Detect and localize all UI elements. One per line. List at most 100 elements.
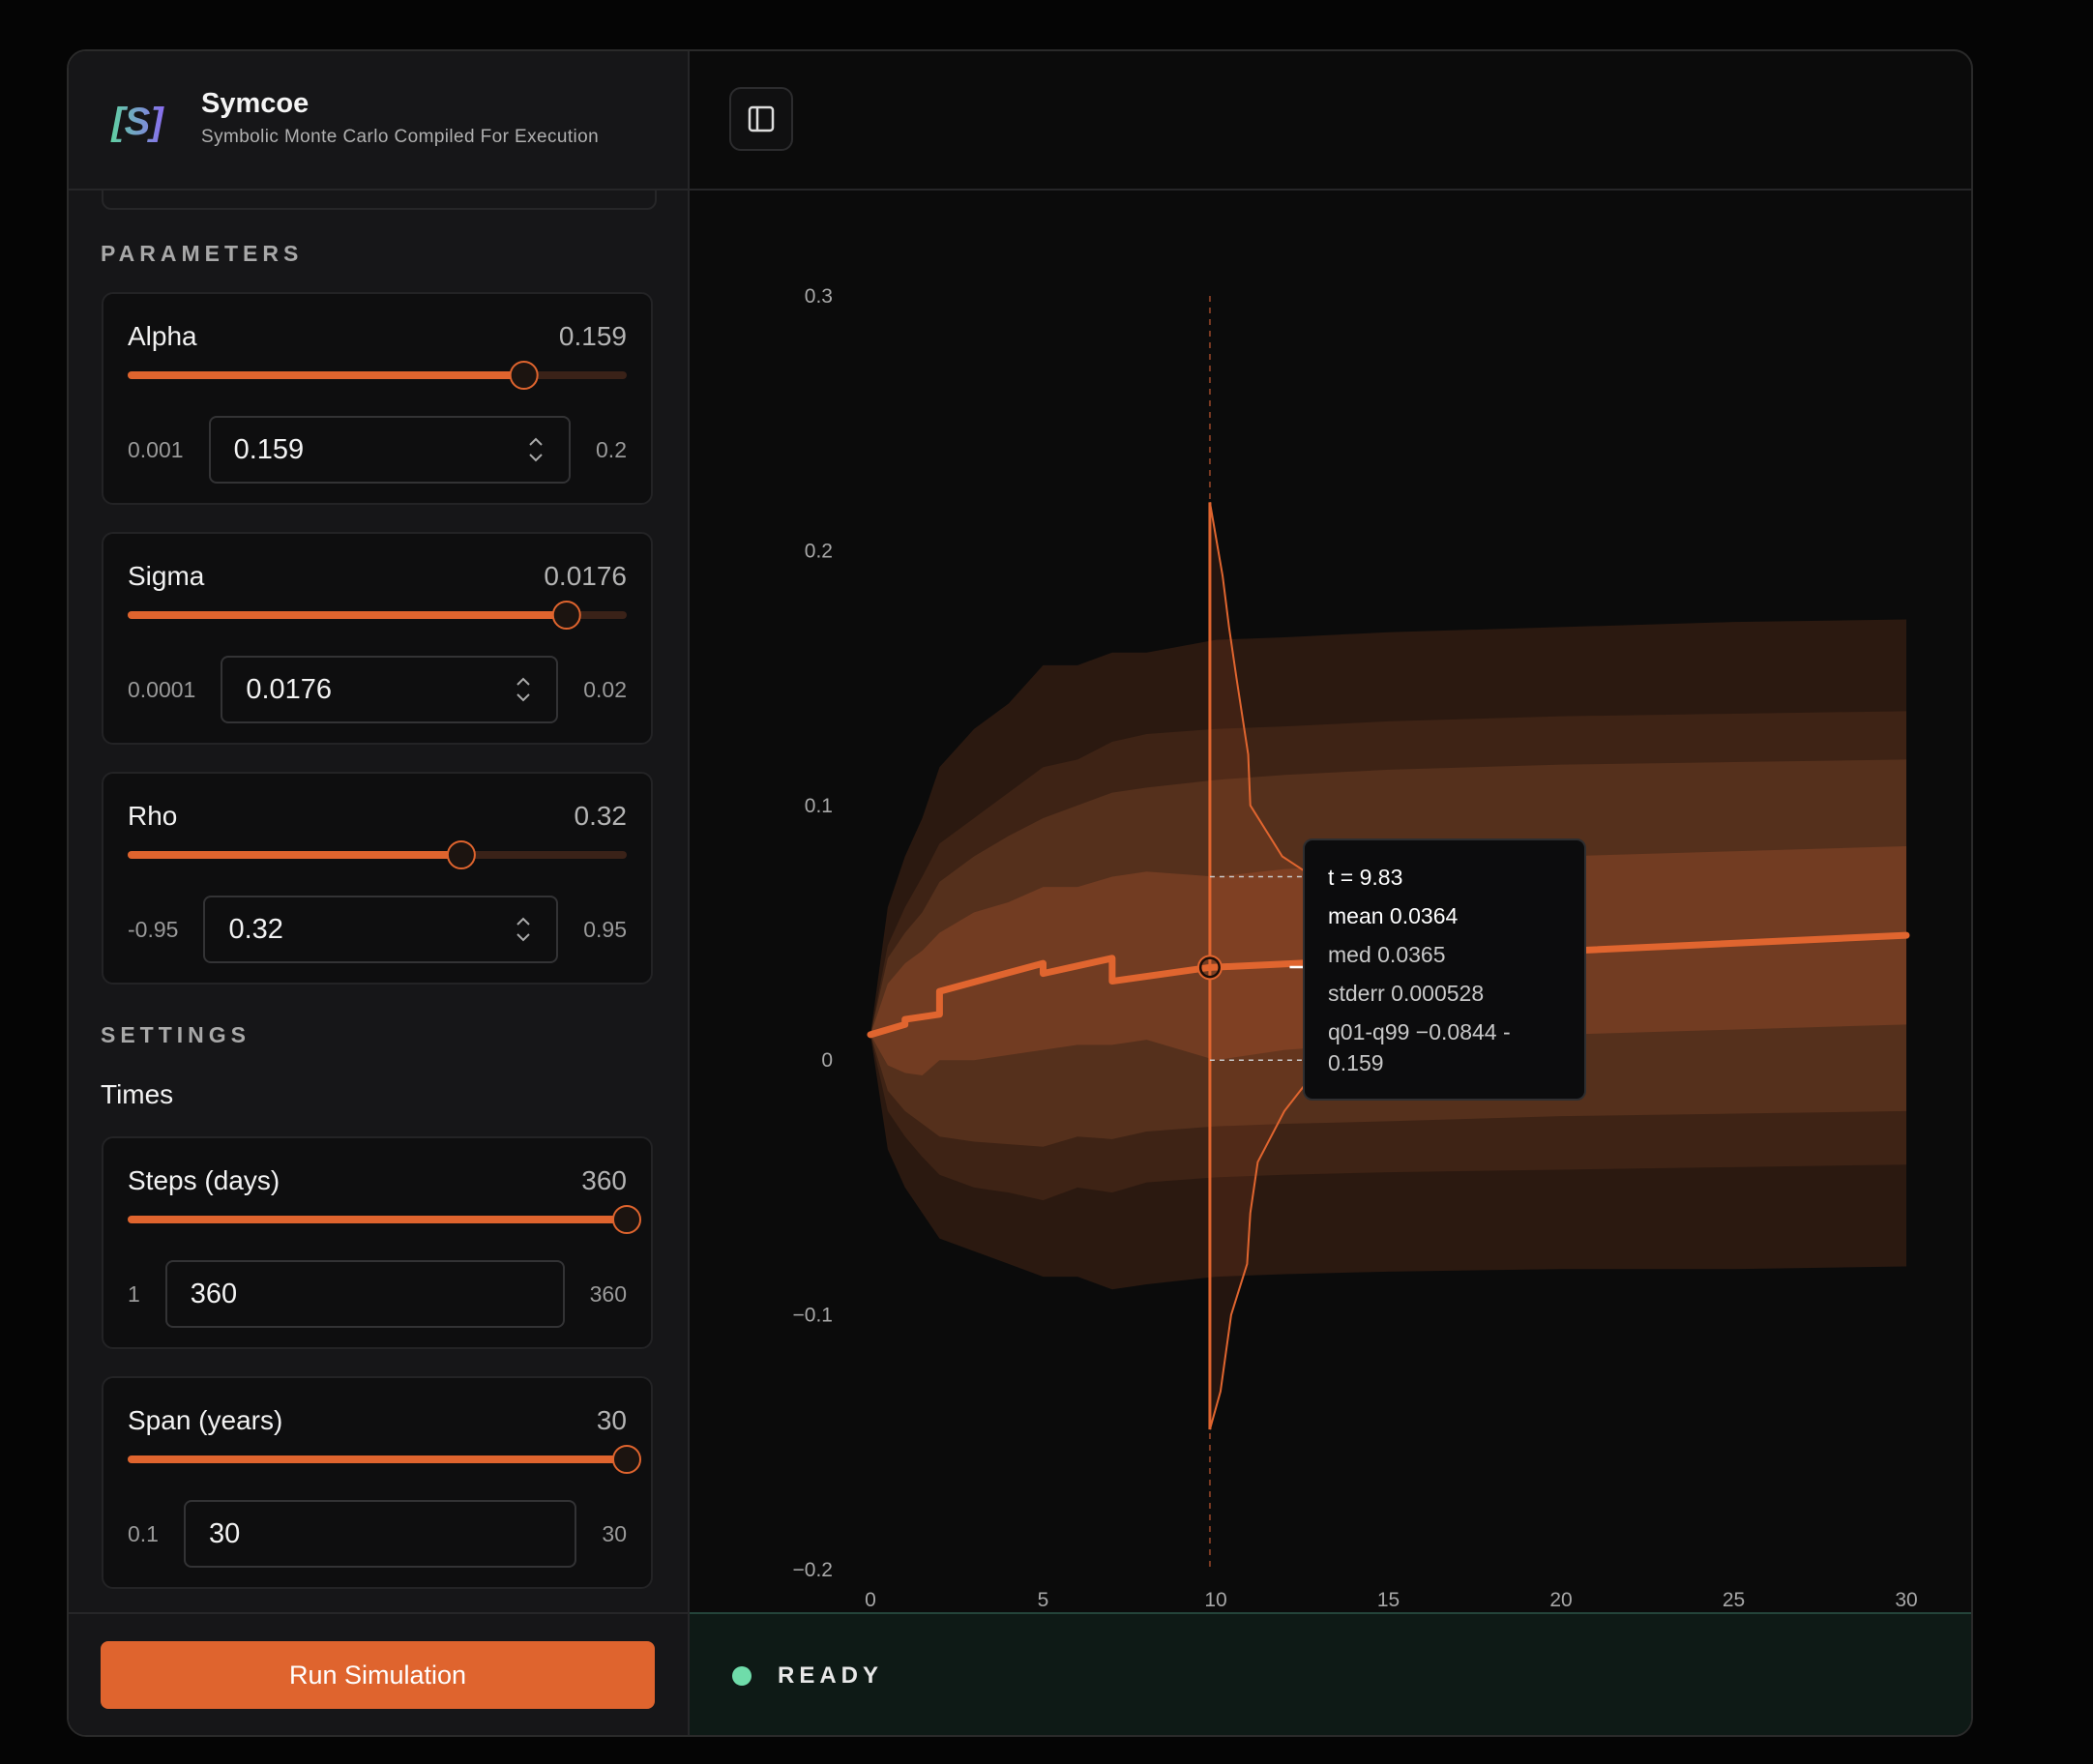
control-card: Rho 0.32 -0.95 0.32 0.95 <box>102 772 653 985</box>
max-label: 0.02 <box>583 676 627 702</box>
y-tick-label: 0.1 <box>805 795 833 817</box>
cursor-point-ring <box>1196 955 1223 981</box>
y-tick-label: −0.1 <box>793 1305 833 1327</box>
status-bar: READY <box>690 1612 1971 1735</box>
control-card: Alpha 0.159 0.001 0.159 0.2 <box>102 292 653 505</box>
cursor-point <box>1198 956 1222 979</box>
mean-line <box>867 931 1910 1039</box>
input-value: 0.159 <box>233 433 305 465</box>
x-tick-label: 15 <box>1377 1589 1400 1611</box>
x-tick-label: 25 <box>1723 1589 1745 1611</box>
control-value: 0.0176 <box>544 561 627 591</box>
toggle-icon <box>748 105 775 132</box>
slider <box>128 840 627 869</box>
tooltip-line: mean 0.0364 <box>1328 903 1459 928</box>
section-heading: PARAMETERS <box>101 241 304 266</box>
number-input[interactable]: 0.32 <box>203 896 559 963</box>
slider-thumb[interactable] <box>612 1445 641 1474</box>
spinner <box>529 437 543 462</box>
slider-fill <box>128 851 461 859</box>
x-tick-label: 10 <box>1204 1589 1226 1611</box>
app-window: [S] Symcoe Symbolic Monte Carlo Compiled… <box>67 49 1973 1737</box>
run-button[interactable]: Run Simulation <box>101 1641 655 1709</box>
spinner-arrows <box>516 677 530 702</box>
slider-fill <box>128 371 524 379</box>
control-value: 0.159 <box>558 321 627 351</box>
slider-fill <box>128 1216 627 1223</box>
input-value: 0.0176 <box>246 673 333 705</box>
min-label: 0.0001 <box>128 676 196 702</box>
number-input[interactable]: 0.0176 <box>221 656 559 723</box>
tooltip-line: q01-q99 −0.0844 - 0.159 <box>1328 1019 1511 1075</box>
tooltip-line: med 0.0365 <box>1328 942 1446 967</box>
slider <box>128 1205 641 1234</box>
x-tick-label: 0 <box>865 1589 876 1611</box>
y-tick-label: 0.2 <box>805 540 833 562</box>
slider-thumb[interactable] <box>446 840 476 869</box>
spinner <box>516 917 530 942</box>
min-label: -0.95 <box>128 916 179 942</box>
slider-fill <box>128 611 567 619</box>
slider <box>128 361 627 390</box>
max-label: 0.95 <box>583 916 627 942</box>
x-tick-label: 20 <box>1549 1589 1572 1611</box>
input-value: 30 <box>208 1517 241 1549</box>
input-row: 0.0001 0.0176 0.02 <box>128 655 627 724</box>
tooltip-line: t = 9.83 <box>1328 865 1403 890</box>
control-label: Span (years) <box>128 1405 283 1435</box>
slider <box>128 1445 641 1474</box>
spinner-arrows <box>516 917 530 942</box>
control-card: Span (years) 30 0.1 30 30 <box>102 1376 653 1589</box>
slider-thumb[interactable] <box>612 1205 641 1234</box>
min-label: 0.1 <box>128 1520 159 1546</box>
control-label: Rho <box>128 801 178 831</box>
logo: [S] <box>109 101 164 142</box>
input-row: 0.1 30 30 <box>128 1499 627 1569</box>
chart-header <box>690 51 1971 191</box>
sidebar-footer: Run Simulation <box>69 1612 688 1735</box>
slider-thumb[interactable] <box>551 601 581 630</box>
number-input[interactable]: 0.159 <box>208 416 572 484</box>
y-tick-label: −0.2 <box>793 1559 833 1581</box>
max-label: 0.2 <box>596 436 627 462</box>
input-row: -0.95 0.32 0.95 <box>128 895 627 964</box>
slider-thumb[interactable] <box>509 361 539 390</box>
control-value: 360 <box>581 1165 627 1195</box>
x-tick-label: 30 <box>1895 1589 1917 1611</box>
y-tick-label: 0.3 <box>805 285 833 308</box>
sidebar: [S] Symcoe Symbolic Monte Carlo Compiled… <box>69 51 690 1735</box>
number-input[interactable]: 360 <box>164 1260 565 1328</box>
input-row: 1 360 360 <box>128 1259 627 1329</box>
y-tick-label: 0 <box>821 1049 833 1072</box>
section-heading: SETTINGS <box>101 1022 251 1047</box>
control-label: Steps (days) <box>128 1165 280 1195</box>
sidebar-header: [S] Symcoe Symbolic Monte Carlo Compiled… <box>69 51 688 191</box>
input-row: 0.001 0.159 0.2 <box>128 415 627 485</box>
control-card: Steps (days) 360 1 360 360 <box>102 1136 653 1349</box>
input-value: 0.32 <box>228 913 283 945</box>
tooltip-line: stderr 0.000528 <box>1328 981 1485 1006</box>
svg-text:[S]: [S] <box>109 101 164 142</box>
spinner <box>516 677 530 702</box>
app-subtitle: Symbolic Monte Carlo Compiled For Execut… <box>201 127 600 147</box>
app-title: Symcoe <box>201 88 310 119</box>
min-label: 0.001 <box>128 436 184 462</box>
number-input[interactable]: 30 <box>183 1500 577 1568</box>
slider <box>128 601 627 630</box>
spinner-arrows <box>529 437 543 462</box>
control-label: Sigma <box>128 561 205 591</box>
input-value: 360 <box>190 1278 238 1309</box>
status-text: READY <box>778 1662 884 1689</box>
control-value: 30 <box>596 1405 627 1435</box>
max-label: 360 <box>589 1280 627 1307</box>
control-value: 0.32 <box>574 801 628 831</box>
control-card: Sigma 0.0176 0.0001 0.0176 0.02 <box>102 532 653 745</box>
tooltip: t = 9.83 mean 0.0364 med 0.0365 stderr 0.00… <box>1303 838 1586 1101</box>
max-label: 30 <box>602 1520 627 1546</box>
control-label: Alpha <box>128 321 197 351</box>
sidebar-toggle[interactable] <box>729 87 793 151</box>
status-dot <box>732 1666 752 1686</box>
x-tick-label: 5 <box>1038 1589 1049 1611</box>
group-label: Times <box>101 1079 174 1109</box>
